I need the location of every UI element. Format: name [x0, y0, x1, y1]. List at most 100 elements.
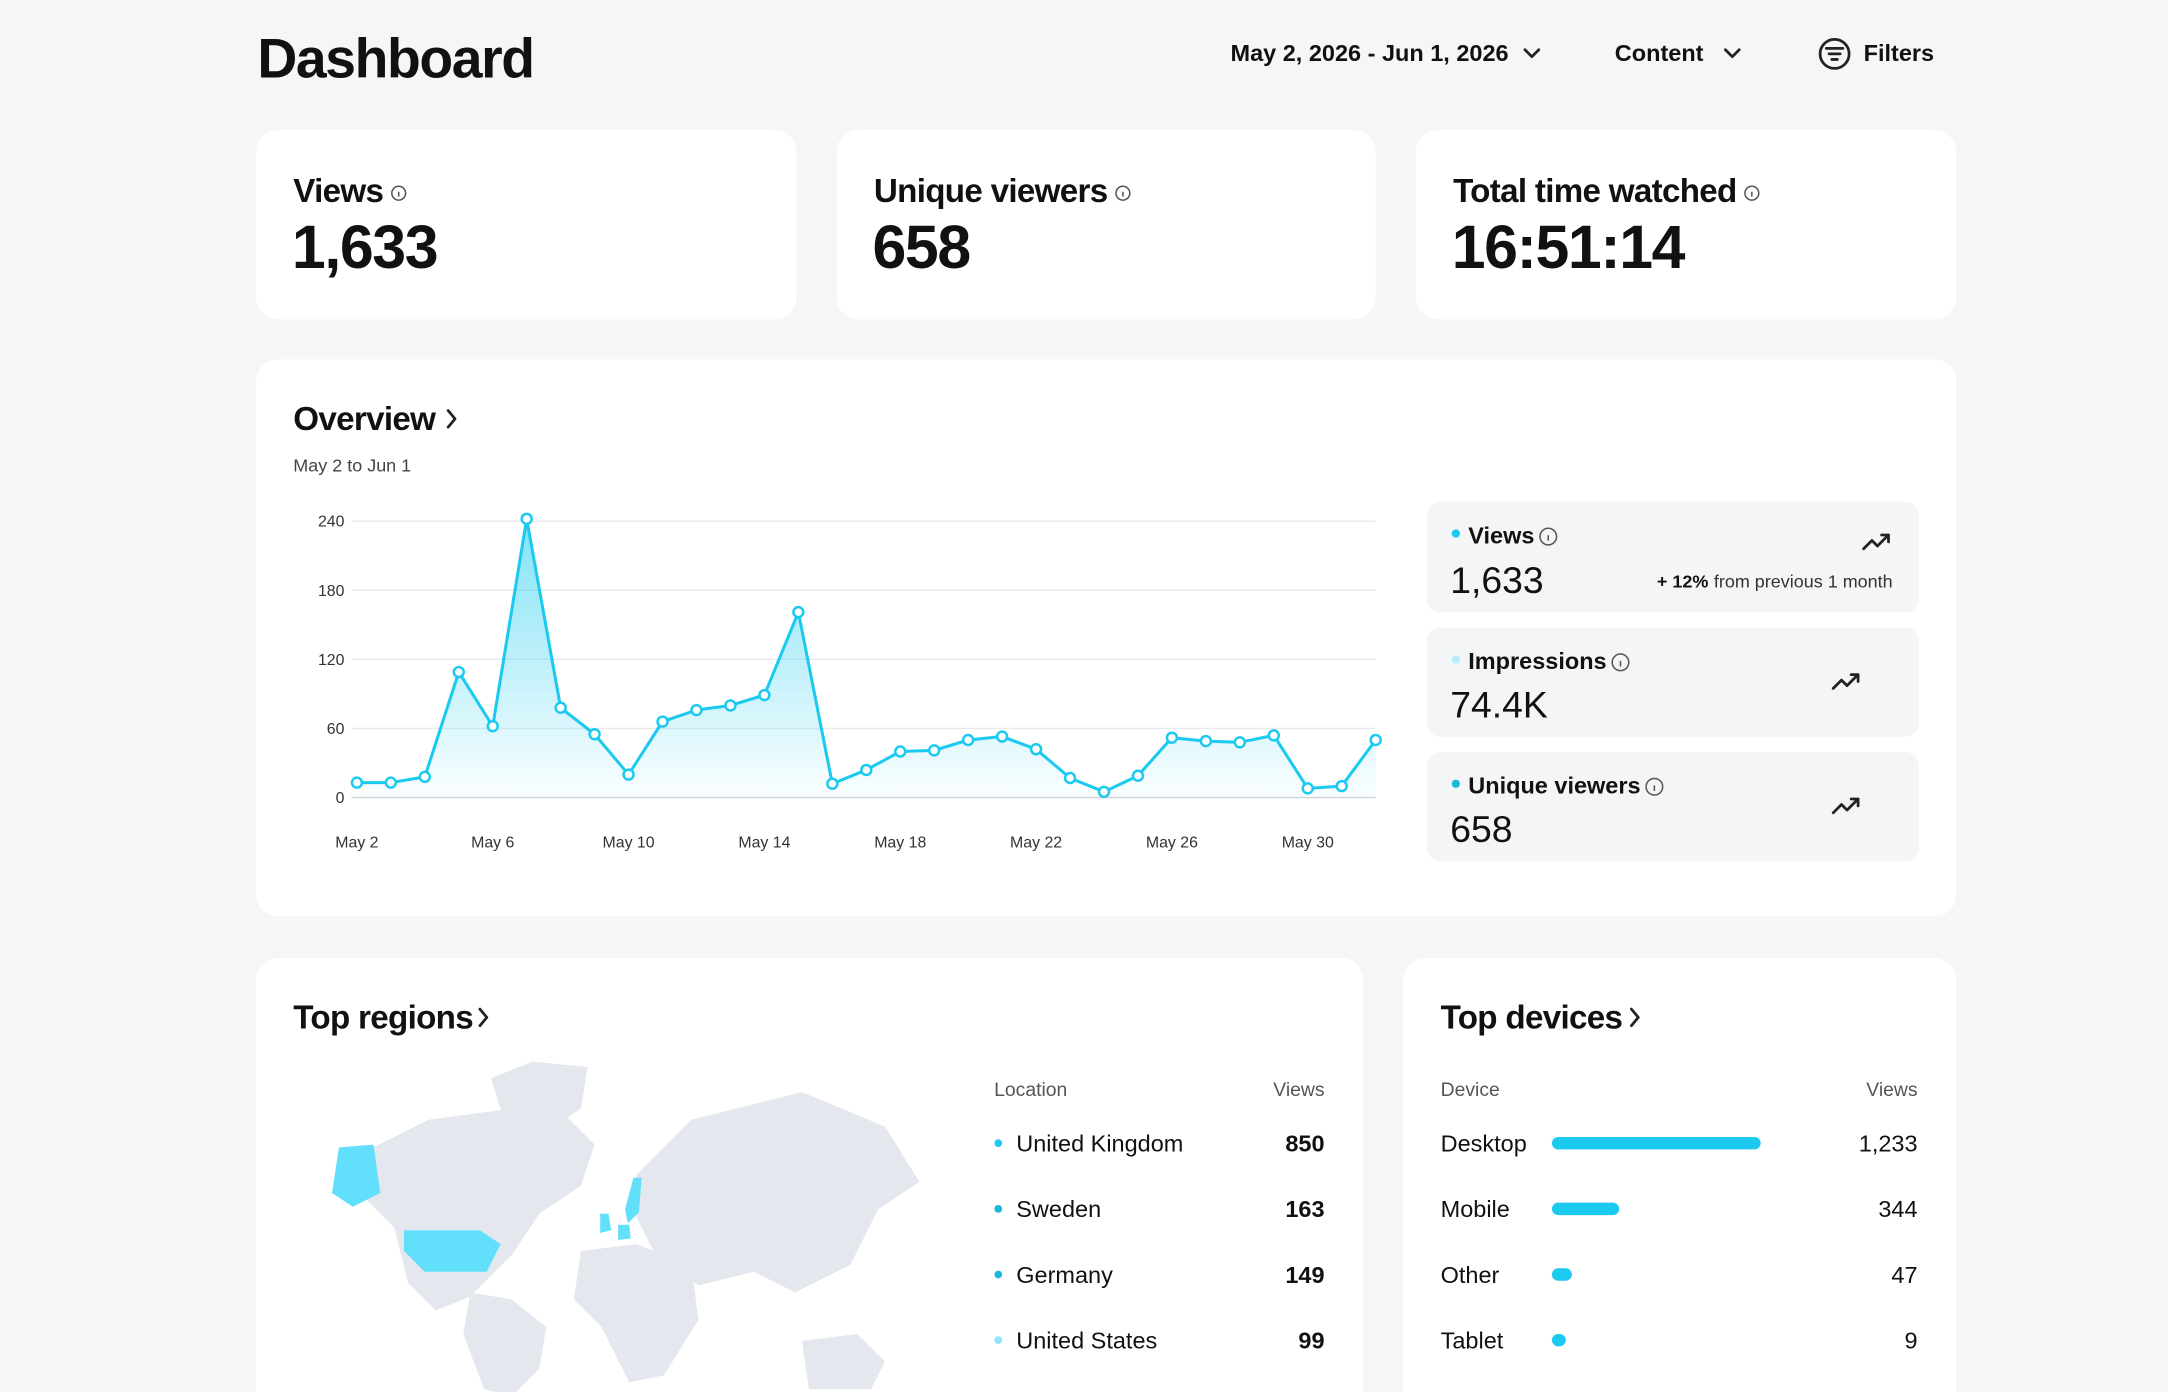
x-tick-label: May 26: [1146, 834, 1198, 851]
point: [588, 728, 601, 741]
views: 1,233: [1859, 1130, 1918, 1156]
devices-table: Desktop 1,233 Mobile 344 Other 47 Tablet 9: [1441, 1130, 1918, 1353]
device: Other: [1441, 1262, 1500, 1288]
location: United Kingdom: [1016, 1130, 1183, 1156]
chevron: [1724, 48, 1741, 59]
world-map: [332, 1061, 920, 1392]
info-icon: [1611, 653, 1630, 672]
metric-box[interactable]: [1426, 627, 1919, 737]
section-title[interactable]: Top regions: [293, 999, 474, 1036]
point: [1165, 731, 1179, 744]
point: [690, 703, 703, 717]
stat-card: [255, 129, 797, 320]
point: [826, 777, 839, 790]
point: [724, 699, 737, 712]
point: [1369, 733, 1382, 747]
point: [860, 763, 873, 777]
column-header: Views: [1866, 1079, 1917, 1101]
date-picker[interactable]: May 2, 2026 - Jun 1, 2026: [1231, 40, 1541, 66]
stat-label: Total time watched: [1453, 173, 1737, 210]
views: 99: [1298, 1327, 1324, 1353]
overview-link[interactable]: Overview: [293, 401, 457, 438]
row-dot: [994, 1336, 1003, 1345]
metric-value: 74.4K: [1450, 683, 1548, 725]
metric-label: Unique viewers: [1468, 772, 1640, 798]
trend-icon: [1831, 673, 1860, 690]
location: United States: [1016, 1327, 1157, 1353]
y-tick-label: 0: [336, 790, 345, 807]
united-states: [403, 1230, 501, 1272]
point: [1097, 785, 1111, 799]
point: [1335, 779, 1348, 793]
x-tick-label: May 10: [603, 834, 655, 851]
device: Desktop: [1441, 1130, 1527, 1156]
location: Sweden: [1016, 1196, 1101, 1222]
metric-value: 1,633: [1450, 559, 1543, 601]
stat-value: 658: [873, 213, 970, 281]
eurasia: [636, 1092, 920, 1293]
content-label[interactable]: Content: [1615, 40, 1704, 66]
row-dot: [994, 1139, 1003, 1148]
row-dot: [994, 1270, 1003, 1279]
regions-link[interactable]: Top regions: [293, 999, 489, 1036]
column-header: Location: [994, 1079, 1067, 1101]
section-title[interactable]: Top devices: [1441, 999, 1624, 1036]
stat-value: 16:51:14: [1452, 213, 1686, 281]
metric-box[interactable]: [1426, 751, 1919, 862]
views: 149: [1285, 1262, 1324, 1288]
greenland: [490, 1061, 588, 1137]
point: [418, 770, 432, 784]
point: [1029, 742, 1043, 756]
filter-icon: [1818, 38, 1851, 70]
x-tick-label: May 30: [1282, 834, 1334, 851]
chevron: [478, 1007, 489, 1028]
point: [554, 701, 567, 714]
views: 850: [1285, 1130, 1324, 1156]
info-icon: [1645, 777, 1664, 796]
info-icon: [1115, 185, 1131, 201]
point: [1267, 729, 1281, 742]
y-tick-label: 240: [318, 514, 345, 531]
point: [1063, 771, 1077, 785]
x-tick-label: May 22: [1010, 834, 1062, 851]
chevron: [446, 409, 457, 429]
alaska: [332, 1144, 381, 1207]
metric-label: Views: [1468, 522, 1534, 548]
views: 47: [1891, 1262, 1917, 1288]
point: [656, 715, 669, 728]
stat-label: Views: [293, 173, 383, 210]
date-range[interactable]: May 2, 2026 - Jun 1, 2026: [1231, 40, 1509, 66]
area-fill: [356, 518, 1376, 798]
views: 163: [1285, 1196, 1324, 1222]
point: [350, 776, 364, 789]
chevron: [1630, 1007, 1640, 1028]
metric-label: Impressions: [1468, 648, 1606, 674]
metric-box[interactable]: [1426, 501, 1919, 613]
x-tick-label: May 14: [738, 834, 790, 851]
devices-link[interactable]: Top devices: [1441, 999, 1640, 1036]
stat-label: Unique viewers: [874, 173, 1108, 210]
device: Mobile: [1441, 1196, 1510, 1222]
devices-card: [1403, 957, 1957, 1392]
column-header: Device: [1441, 1079, 1500, 1101]
australia: [802, 1333, 885, 1390]
trend-icon: [1862, 533, 1890, 551]
point: [894, 745, 907, 758]
filters-label[interactable]: Filters: [1864, 40, 1934, 66]
change-value: + 12%: [1657, 571, 1708, 591]
filters-button[interactable]: Filters: [1818, 38, 1934, 70]
point: [995, 730, 1009, 743]
views: 9: [1904, 1327, 1917, 1353]
y-tick-label: 60: [327, 721, 345, 738]
point: [622, 768, 635, 781]
point: [758, 688, 771, 702]
stat-value: 1,633: [292, 213, 437, 281]
x-tick-label: May 2: [335, 834, 378, 851]
content-select[interactable]: Content: [1615, 40, 1741, 66]
info-icon: [391, 185, 407, 201]
point: [520, 512, 533, 526]
point: [927, 744, 941, 757]
section-title[interactable]: Overview: [293, 401, 437, 438]
